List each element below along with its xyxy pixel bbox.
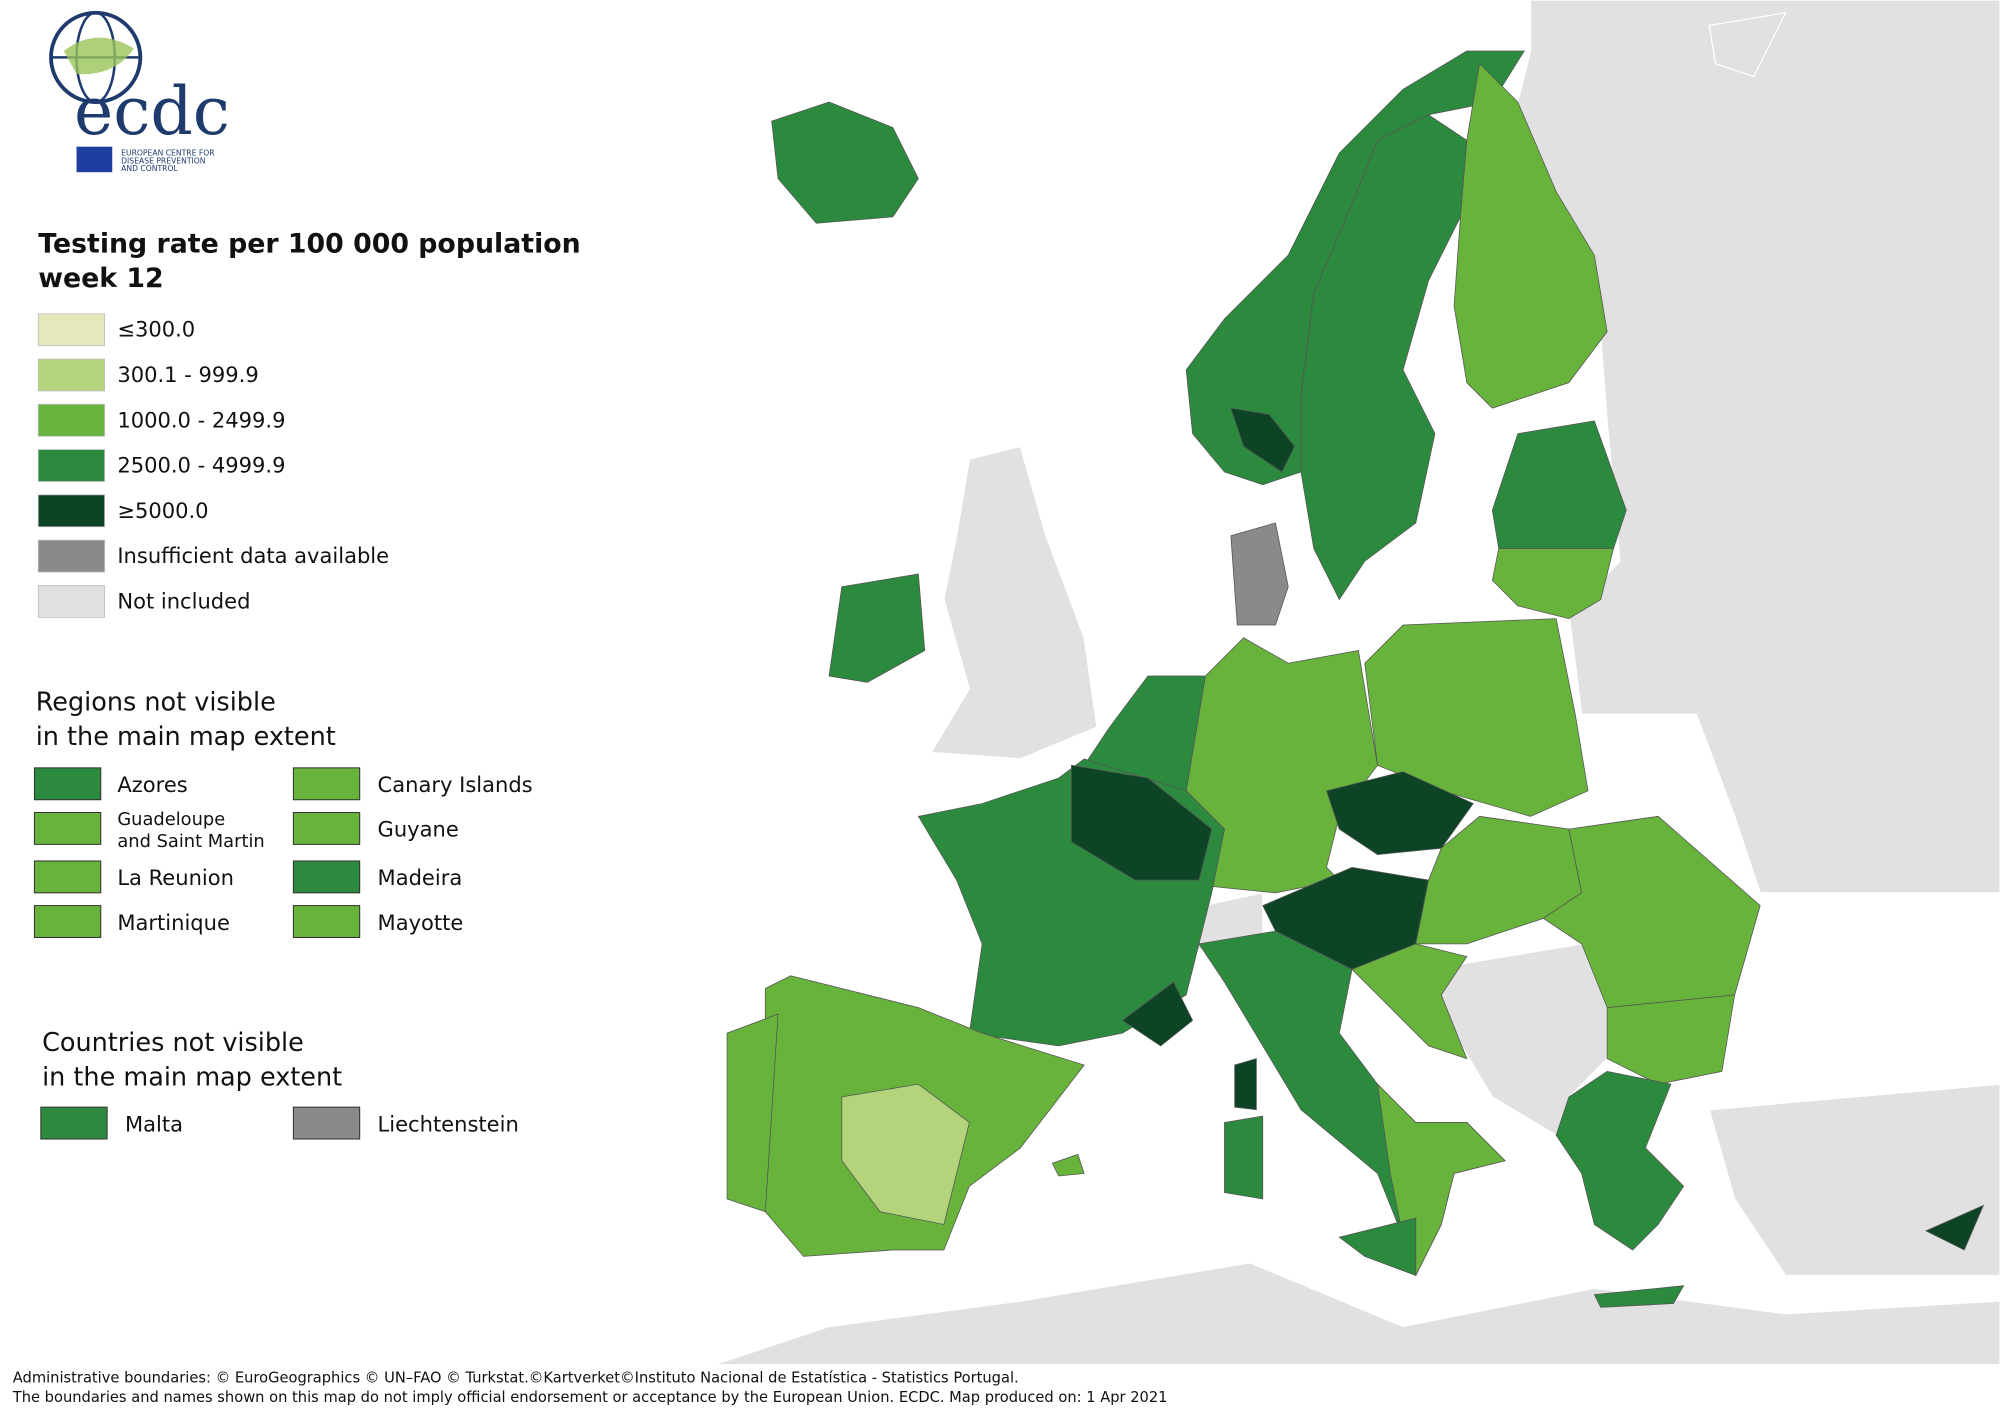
legend-label: Insufficient data available <box>117 543 389 568</box>
logo-subtitle-line: AND CONTROL <box>121 164 178 173</box>
legend-label: Liechtenstein <box>378 1111 519 1136</box>
island <box>1925 1204 1985 1251</box>
legend-swatch <box>40 1106 108 1140</box>
legend-swatch <box>33 860 102 894</box>
legend-label: Madeira <box>378 865 463 890</box>
legend-title: Testing rate per 100 000 population <box>38 229 580 260</box>
legend-label: Martinique <box>117 910 230 935</box>
country <box>1491 548 1614 620</box>
country <box>1230 522 1289 626</box>
legend-swatch <box>37 313 105 347</box>
legend-swatch <box>37 449 105 482</box>
legend-swatch <box>37 358 105 392</box>
legend-title: week 12 <box>38 263 163 294</box>
country <box>1555 1071 1685 1251</box>
section-title: Countries not visible <box>42 1028 304 1058</box>
island <box>1338 1217 1417 1277</box>
island <box>1224 1115 1264 1200</box>
section-title: Regions not visible <box>36 687 276 717</box>
legend-swatch <box>292 905 361 939</box>
country <box>828 573 926 683</box>
legend-label: Guyane <box>378 817 459 842</box>
island <box>1593 1285 1685 1308</box>
region <box>1071 764 1213 881</box>
country <box>726 1013 779 1213</box>
legend-swatch <box>33 905 102 939</box>
legend-swatch <box>37 585 105 618</box>
legend-label: and Saint Martin <box>117 831 264 852</box>
legend-label: 300.1 - 999.9 <box>117 362 258 387</box>
logo-subtitle-line: DISEASE PREVENTION <box>121 156 205 165</box>
legend-swatch <box>33 811 102 845</box>
country <box>1351 943 1468 1060</box>
legend-label: 1000.0 - 2499.9 <box>117 407 285 432</box>
country <box>1300 114 1468 601</box>
land <box>1708 11 1787 78</box>
legend-swatch <box>292 860 361 894</box>
footer-line: Administrative boundaries: © EuroGeograp… <box>13 1370 1019 1387</box>
map <box>714 0 2000 1366</box>
logo-name: ecdc <box>74 72 230 150</box>
legend-swatch <box>292 811 361 845</box>
country <box>771 101 919 224</box>
footer: Administrative boundaries: © EuroGeograp… <box>12 1370 1168 1406</box>
country <box>1453 62 1608 409</box>
logo-land <box>63 37 134 75</box>
section-title: in the main map extent <box>42 1062 342 1092</box>
land <box>930 445 1098 760</box>
legend-swatch <box>37 494 105 528</box>
legend-swatch <box>292 767 361 801</box>
footer-line: The boundaries and names shown on this m… <box>12 1389 1168 1406</box>
legend-label: ≥5000.0 <box>117 498 208 523</box>
legend: Testing rate per 100 000 populationweek … <box>33 229 581 1140</box>
legend-label: ≤300.0 <box>117 317 195 342</box>
country <box>1606 994 1736 1085</box>
logo-subtitle-line: EUROPEAN CENTRE FOR <box>121 149 215 158</box>
region <box>841 1083 970 1225</box>
region <box>1121 981 1194 1047</box>
legend-swatch <box>292 1106 361 1140</box>
legend-label: Mayotte <box>378 910 464 935</box>
legend-label: Malta <box>125 1111 183 1136</box>
legend-label: La Reunion <box>117 865 234 890</box>
legend-label: Guadeloupe <box>117 809 225 830</box>
legend-swatch <box>33 767 102 801</box>
logo <box>49 10 143 173</box>
region <box>1230 407 1296 473</box>
eu-flag <box>76 146 113 173</box>
island <box>1234 1058 1257 1111</box>
section-title: in the main map extent <box>36 722 336 752</box>
island <box>1051 1153 1085 1177</box>
legend-swatch <box>37 403 105 437</box>
legend-label: Not included <box>117 588 250 613</box>
not-included-land <box>714 0 2000 1366</box>
legend-label: Azores <box>117 772 187 797</box>
land <box>1708 1083 2000 1277</box>
legend-label: Canary Islands <box>378 772 533 797</box>
legend-swatch <box>37 539 105 573</box>
legend-label: 2500.0 - 4999.9 <box>117 453 285 478</box>
